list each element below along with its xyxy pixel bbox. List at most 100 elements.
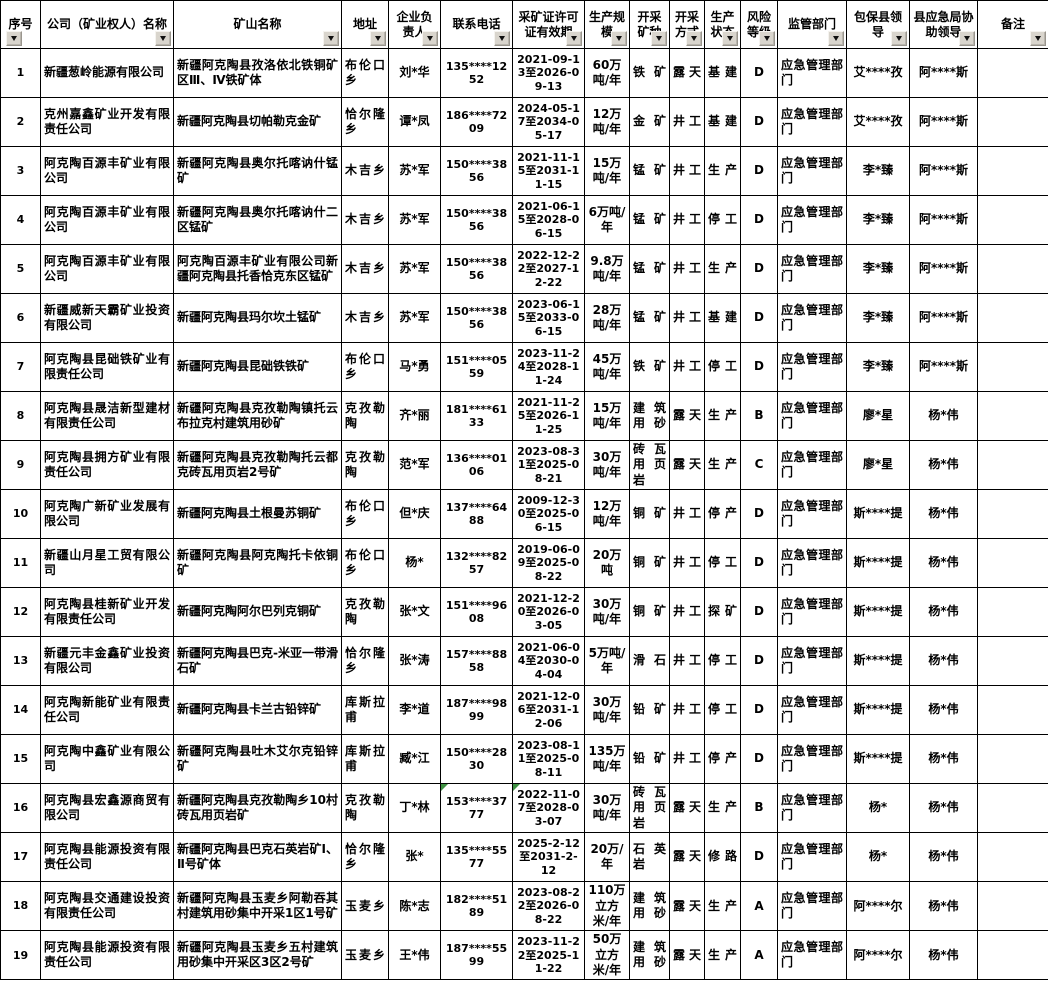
cell-remark: [977, 48, 1048, 98]
cell-person: 陈*志: [388, 881, 441, 932]
cell-mineral: 铁矿: [629, 342, 670, 392]
table-row: 6 新疆威新天霸矿业投资有限公司 新疆阿克陶县玛尔坎土锰矿 木吉乡 苏*军 150****…: [0, 293, 1048, 343]
filter-dropdown-icon: [691, 36, 697, 41]
cell-risk: D: [740, 97, 778, 147]
cell-phone: 136****0106: [440, 439, 513, 491]
cell-dept: 应急管理部门: [777, 195, 847, 245]
cell-assist: 杨*伟: [909, 685, 978, 736]
cell-remark: [977, 195, 1048, 245]
cell-status: 停工: [704, 342, 741, 392]
cell-person: 王*伟: [388, 930, 441, 981]
cell-dept: 应急管理部门: [777, 489, 847, 540]
filter-button-idx[interactable]: [6, 31, 22, 46]
column-header-assist: 县应急局协助领导: [909, 0, 978, 49]
cell-idx: 19: [0, 930, 41, 981]
cell-scale: 9.8万吨/年: [584, 244, 630, 294]
cell-leader: 斯****提: [846, 734, 910, 785]
cell-risk: B: [740, 391, 778, 441]
cell-mineral: 建筑用砂: [629, 391, 670, 441]
cell-leader: 艾****孜: [846, 48, 910, 98]
cell-scale: 6万吨/年: [584, 195, 630, 245]
column-header-address: 地址: [341, 0, 389, 49]
cell-phone-with-error-marker: 153****3777: [440, 783, 513, 834]
cell-idx: 3: [0, 146, 41, 196]
filter-button-company[interactable]: [155, 31, 171, 46]
cell-assist: 阿****斯: [909, 48, 978, 98]
cell-phone: 150****3856: [440, 146, 513, 196]
cell-idx: 2: [0, 97, 41, 147]
cell-mineral: 锰矿: [629, 146, 670, 196]
table-row: 3 阿克陶百源丰矿业有限公司 新疆阿克陶县奥尔托喀讷什锰矿 木吉乡 苏*军 150****…: [0, 146, 1048, 196]
cell-dept: 应急管理部门: [777, 685, 847, 736]
cell-phone: 137****6488: [440, 489, 513, 540]
cell-address: 木吉乡: [341, 146, 389, 196]
cell-method: 井工: [669, 97, 705, 147]
cell-idx: 11: [0, 538, 41, 589]
filter-button-method[interactable]: [686, 31, 702, 46]
cell-license: 2019-06-09至2025-08-22: [512, 538, 585, 589]
table-row: 18 阿克陶县交通建设投资有限责任公司 新疆阿克陶县玉麦乡阿勒吞其村建筑用砂集中开采…: [0, 881, 1048, 932]
cell-dept: 应急管理部门: [777, 734, 847, 785]
cell-dept: 应急管理部门: [777, 881, 847, 932]
filter-button-mine[interactable]: [323, 31, 339, 46]
cell-license: 2023-11-22至2025-11-22: [512, 930, 585, 981]
column-header-label: 县应急局协助领导: [913, 9, 974, 39]
cell-address: 克孜勒陶: [341, 391, 389, 441]
cell-phone: 150****3856: [440, 195, 513, 245]
cell-mine: 新疆阿克陶阿尔巴列克铜矿: [173, 587, 342, 638]
filter-button-dept[interactable]: [828, 31, 844, 46]
cell-mine: 新疆阿克陶县克孜勒陶镇托云布拉克村建筑用砂矿: [173, 391, 342, 441]
cell-mine: 新疆阿克陶县奥尔托喀讷什锰矿: [173, 146, 342, 196]
cell-assist: 杨*伟: [909, 832, 978, 883]
filter-button-leader[interactable]: [891, 31, 907, 46]
filter-dropdown-icon: [375, 36, 381, 41]
cell-status: 基建: [704, 293, 741, 343]
cell-company: 克州嘉鑫矿业开发有限责任公司: [40, 97, 174, 147]
cell-remark: [977, 587, 1048, 638]
cell-mineral: 铅矿: [629, 685, 670, 736]
filter-button-license[interactable]: [566, 31, 582, 46]
filter-button-phone[interactable]: [494, 31, 510, 46]
cell-scale: 30万吨/年: [584, 783, 630, 834]
filter-button-address[interactable]: [370, 31, 386, 46]
filter-button-scale[interactable]: [611, 31, 627, 46]
cell-status: 生产: [704, 881, 741, 932]
cell-idx: 16: [0, 783, 41, 834]
cell-leader: 杨*: [846, 783, 910, 834]
table-row: 13 新疆元丰金鑫矿业投资有限公司 新疆阿克陶县巴克-米亚一带滑石矿 恰尔隆乡 张*涛 1…: [0, 636, 1048, 687]
cell-person: 张*文: [388, 587, 441, 638]
filter-button-assist[interactable]: [959, 31, 975, 46]
filter-button-risk[interactable]: [759, 31, 775, 46]
cell-leader: 李*臻: [846, 195, 910, 245]
cell-company: 阿克陶县交通建设投资有限责任公司: [40, 881, 174, 932]
column-header-label: 备注: [1000, 17, 1025, 31]
filter-button-remark[interactable]: [1030, 31, 1046, 46]
cell-license: 2023-06-15至2033-06-15: [512, 293, 585, 343]
cell-person: 张*: [388, 832, 441, 883]
cell-address: 布伦口乡: [341, 489, 389, 540]
column-header-label: 生产规模: [588, 9, 625, 39]
cell-status: 停工: [704, 538, 741, 589]
filter-button-person[interactable]: [422, 31, 438, 46]
table-row: 8 阿克陶县晟洁新型建材有限责任公司 新疆阿克陶县克孜勒陶镇托云布拉克村建筑用砂矿克…: [0, 391, 1048, 441]
cell-mineral: 锰矿: [629, 244, 670, 294]
filter-button-mineral[interactable]: [651, 31, 667, 46]
cell-assist: 杨*伟: [909, 391, 978, 441]
cell-risk: A: [740, 930, 778, 981]
cell-person: 丁*林: [388, 783, 441, 834]
cell-status: 停工: [704, 195, 741, 245]
cell-method: 井工: [669, 587, 705, 638]
cell-risk: D: [740, 244, 778, 294]
cell-company: 阿克陶县昆础铁矿业有限责任公司: [40, 342, 174, 392]
table-row: 1 新疆葱岭能源有限公司 新疆阿克陶县孜洛依北铁铜矿区Ⅲ、Ⅳ铁矿体 布伦口乡 刘*华 13…: [0, 48, 1048, 98]
cell-mineral: 砖瓦用页岩: [629, 439, 670, 491]
column-header-label: 序号: [8, 17, 33, 31]
cell-person: 苏*军: [388, 146, 441, 196]
filter-dropdown-icon: [427, 36, 433, 41]
cell-address: 克孜勒陶: [341, 783, 389, 834]
cell-leader: 李*臻: [846, 146, 910, 196]
filter-button-status[interactable]: [722, 31, 738, 46]
cell-person: 马*勇: [388, 342, 441, 392]
cell-phone: 150****2830: [440, 734, 513, 785]
cell-assist: 杨*伟: [909, 587, 978, 638]
